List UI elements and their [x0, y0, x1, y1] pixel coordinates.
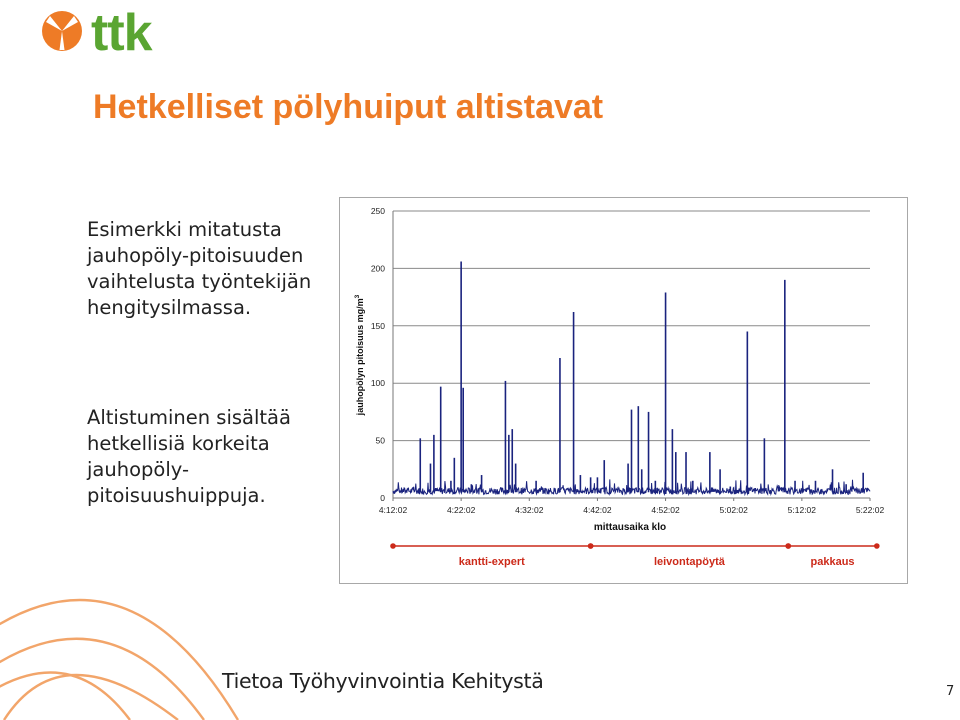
slide-title: Hetkelliset pölyhuiput altistavat: [93, 88, 604, 126]
phase-marker: [390, 543, 396, 549]
ttk-logo-text: ttk: [91, 4, 153, 60]
decorative-arcs: [0, 598, 240, 720]
ttk-logo: ttk: [42, 4, 154, 60]
phase-label: pakkaus: [811, 556, 855, 568]
x-tick-label: 5:12:02: [788, 505, 817, 515]
x-tick-label: 4:32:02: [515, 505, 544, 515]
phase-label: leivontapöytä: [654, 556, 726, 568]
series-concentration: [392, 261, 871, 497]
y-tick-label: 250: [371, 206, 385, 216]
x-tick-label: 5:22:02: [856, 505, 885, 515]
dust-concentration-chart: 0 50 100 150 200 250 4:12:02 4:22:02 4:32:02 4:42…: [339, 197, 908, 584]
phase-label: kantti-expert: [459, 556, 525, 568]
exposure-paragraph: Altistuminen sisältää hetkellisiä korkei…: [87, 406, 291, 507]
y-tick-label: 200: [371, 263, 385, 273]
x-tick-label: 4:52:02: [651, 505, 680, 515]
chart-gridlines: [393, 210, 870, 442]
x-tick-label: 4:22:02: [447, 505, 476, 515]
ttk-logo-mark: [42, 11, 82, 51]
page-number: 7: [946, 684, 955, 699]
phase-marker: [874, 543, 880, 549]
chart-canvas: 0 50 100 150 200 250 4:12:02 4:22:02 4:32:02 4:42…: [354, 206, 885, 568]
description-paragraph: Esimerkki mitatusta jauhopöly-pitoisuude…: [87, 218, 312, 319]
footer-slogan: Tietoa Työhyvinvointia Kehitystä: [222, 669, 544, 693]
work-phase-timeline: kantti-expert leivontapöytä pakkaus: [390, 543, 880, 568]
x-tick-label: 4:42:02: [583, 505, 612, 515]
y-tick-label: 150: [371, 321, 385, 331]
y-tick-label: 50: [376, 436, 386, 446]
x-axis-label: mittausaika klo: [594, 522, 666, 533]
y-tick-label: 0: [380, 493, 385, 503]
phase-marker: [587, 543, 594, 549]
x-tick-label: 4:12:02: [379, 505, 408, 515]
phase-marker: [785, 543, 792, 549]
x-tick-label: 5:02:02: [720, 505, 749, 515]
y-tick-label: 100: [371, 378, 385, 388]
y-axis-label: jauhopölyn pitoisuus mg/m3: [354, 294, 365, 416]
chart-tick-labels: 0 50 100 150 200 250 4:12:02 4:22:02 4:32:02 4:42…: [371, 206, 885, 515]
